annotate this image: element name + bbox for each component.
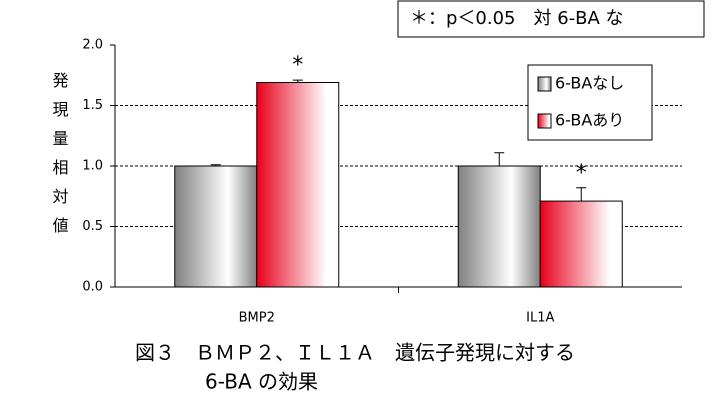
axes	[114, 45, 682, 288]
y-tick-label: 2.0	[82, 38, 103, 53]
significance-label: *	[292, 53, 303, 78]
caption: 6-BA の効果	[205, 370, 318, 394]
error-bar	[210, 164, 221, 166]
bar	[457, 165, 541, 288]
y-axis-label: 発現量相対値	[50, 72, 69, 246]
legend-swatch	[537, 76, 552, 92]
y-tick-label: 0.0	[82, 280, 103, 295]
x-tick-label: BMP2	[239, 311, 275, 326]
legend-swatch	[537, 113, 552, 129]
bar	[174, 165, 258, 288]
caption: 図３ ＢＭＰ２、ＩＬ１Ａ 遺伝子発現に対する	[135, 341, 575, 365]
error-bar	[292, 79, 303, 83]
x-tick-label: IL1A	[526, 311, 554, 326]
error-bar	[494, 152, 505, 166]
y-tick-label: 1.0	[82, 159, 103, 174]
note: ＊：p＜0.05 対 6-BA な	[410, 8, 624, 29]
y-tick-label: 1.5	[82, 98, 103, 113]
note-box	[397, 0, 705, 38]
legend-label: 6-BAあり	[555, 111, 624, 130]
legend-label: 6-BAなし	[555, 74, 624, 93]
bar	[539, 200, 623, 288]
bar	[256, 82, 340, 288]
error-bar	[576, 187, 587, 202]
significance-label: *	[576, 161, 587, 186]
y-tick-label: 0.5	[82, 219, 103, 234]
